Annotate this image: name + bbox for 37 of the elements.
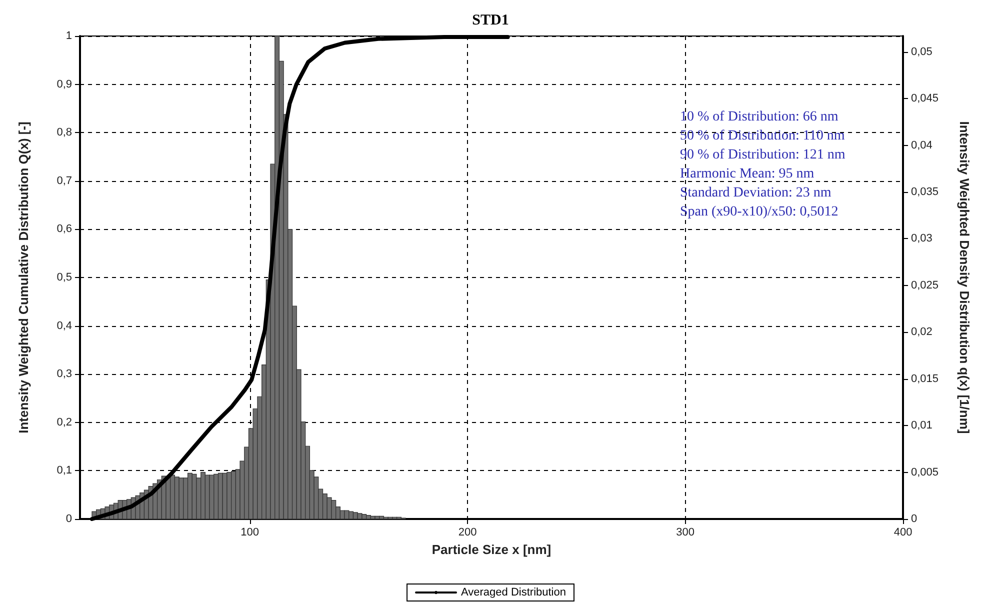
x-tick-label: 400 — [894, 526, 912, 538]
legend-label: Averaged Distribution — [461, 586, 566, 598]
y-tick-label: 0,1 — [56, 464, 72, 477]
y-axis-title: Intensity Weighted Cumulative Distribution Q(x) [-] — [16, 122, 31, 434]
y-tick-label: 0,9 — [56, 78, 72, 90]
y2-tick-label: 0,045 — [911, 92, 939, 105]
y2-axis-title: Intensity Weighted Density Distribution q(x) [1/nm] — [957, 121, 972, 434]
x-tick-label: 100 — [240, 526, 260, 538]
y2-tick-label: 0,03 — [911, 232, 932, 245]
y-tick-label: 0,2 — [56, 416, 72, 428]
annotation: 90 % of Distribution: 121 nm — [680, 148, 846, 162]
y-tick-label: 1 — [66, 30, 72, 42]
y-tick-label: 0,4 — [56, 320, 72, 332]
y2-tick-label: 0,015 — [911, 372, 939, 385]
y2-tick-label: 0,035 — [911, 186, 939, 198]
y-tick-label: 0,8 — [56, 126, 72, 139]
x-axis-title: Particle Size x [nm] — [432, 542, 552, 557]
y-tick-label: 0,3 — [56, 368, 72, 380]
chart-title: STD1 — [472, 12, 509, 28]
annotation: Span (x90-x10)/x50: 0,5012 — [680, 204, 838, 220]
y2-tick-label: 0,01 — [911, 420, 932, 432]
y2-tick-label: 0,02 — [911, 326, 932, 338]
x-tick-label: 300 — [676, 526, 694, 538]
y-tick-label: 0,5 — [56, 272, 72, 284]
x-tick-label: 200 — [458, 526, 477, 538]
y2-tick-label: 0,05 — [911, 46, 932, 58]
y2-tick-label: 0,025 — [911, 279, 939, 292]
y2-tick-label: 0,005 — [911, 466, 939, 478]
y-tick-label: 0,7 — [56, 174, 72, 187]
annotation: 50 % of Distribution: 110 nm — [680, 128, 845, 144]
y2-tick-label: 0 — [911, 513, 918, 525]
annotation: Standard Deviation: 23 nm — [680, 186, 832, 200]
annotation: 10 % of Distribution: 66 nm — [680, 110, 838, 124]
annotation: Harmonic Mean: 95 nm — [680, 166, 814, 182]
y-tick-label: 0,6 — [56, 223, 72, 236]
y2-tick-label: 0,04 — [911, 139, 932, 152]
y-tick-label: 0 — [66, 513, 72, 525]
